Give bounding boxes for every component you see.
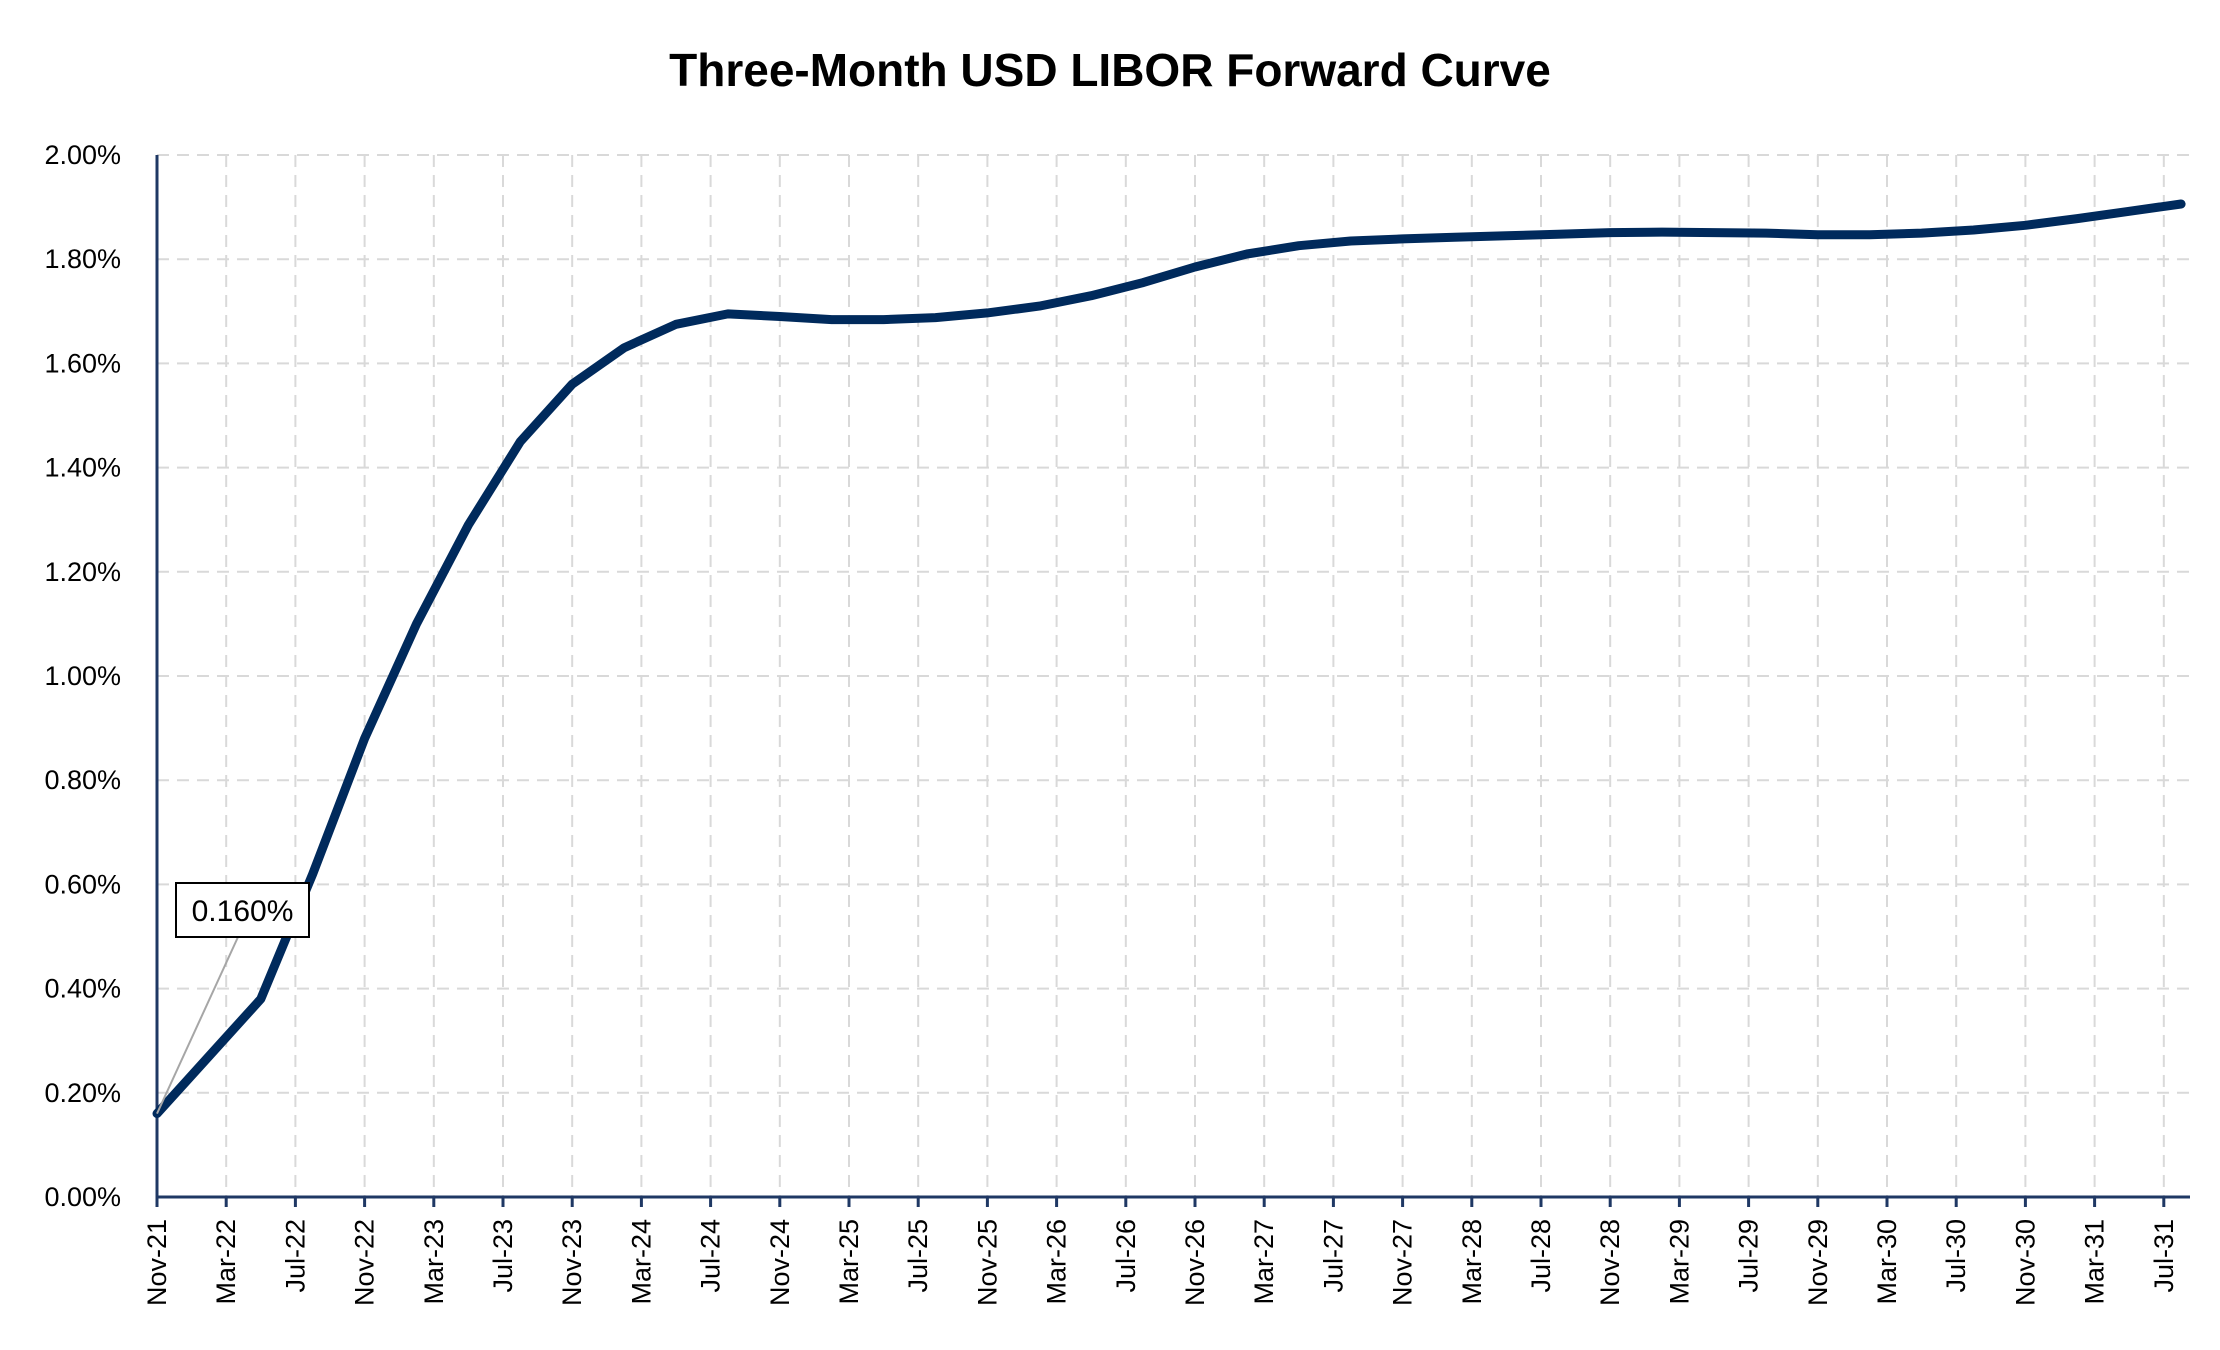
data-labels: 0.160%: [156, 882, 310, 1115]
y-axis-tick-labels: 0.00% 0.20% 0.40% 0.60% 0.80% 1.00% 1.20% 1.40%…: [44, 140, 121, 1212]
y-tick-label: 0.00%: [44, 1182, 121, 1212]
x-tick-label: Nov-28: [1595, 1219, 1625, 1306]
x-tick-label: Nov-30: [2010, 1219, 2040, 1306]
x-tick-label: Jul-27: [1318, 1219, 1348, 1293]
y-tick-label: 1.20%: [44, 557, 121, 587]
series: [152, 199, 2186, 1119]
x-tick-label: Mar-29: [1664, 1219, 1694, 1305]
axes: [155, 155, 2190, 1207]
x-tick-label: Jul-22: [280, 1219, 310, 1293]
data-label-leader-line: [156, 936, 239, 1115]
grid: [157, 154, 2190, 1197]
chart-title: Three-Month USD LIBOR Forward Curve: [669, 44, 1551, 96]
data-label: 0.160%: [192, 895, 294, 928]
x-tick-label: Jul-31: [2149, 1219, 2179, 1293]
y-tick-label: 0.40%: [44, 974, 121, 1004]
x-tick-label: Mar-31: [2080, 1219, 2110, 1305]
x-tick-label: Mar-28: [1457, 1219, 1487, 1305]
x-tick-label: Nov-26: [1180, 1219, 1210, 1306]
x-tick-label: Mar-23: [419, 1219, 449, 1305]
x-tick-label: Mar-24: [626, 1219, 656, 1305]
x-tick-label: Nov-29: [1803, 1219, 1833, 1306]
data-label-box: [175, 882, 310, 938]
x-tick-label: Jul-29: [1734, 1219, 1764, 1293]
y-tick-label: 0.80%: [44, 765, 121, 795]
x-tick-label: Nov-22: [350, 1219, 380, 1306]
x-tick-label: Jul-24: [696, 1219, 726, 1293]
y-tick-label: 1.80%: [44, 244, 121, 274]
x-axis-tick-labels: Nov-21 Mar-22 Jul-22 Nov-22 Mar-23 Jul-23 Nov-…: [142, 1219, 2179, 1306]
x-tick-label: Mar-30: [1872, 1219, 1902, 1305]
x-tick-label: Nov-21: [142, 1219, 172, 1306]
y-tick-label: 1.00%: [44, 661, 121, 691]
x-tick-label: Jul-28: [1526, 1219, 1556, 1293]
y-tick-label: 1.40%: [44, 453, 121, 483]
x-tick-label: Nov-24: [765, 1219, 795, 1306]
x-tick-label: Mar-22: [211, 1219, 241, 1305]
x-tick-label: Nov-23: [557, 1219, 587, 1306]
x-tick-label: Nov-27: [1388, 1219, 1418, 1306]
series-line: [152, 199, 2186, 1119]
x-tick-label: Jul-26: [1111, 1219, 1141, 1293]
y-tick-label: 0.20%: [44, 1078, 121, 1108]
y-tick-label: 0.60%: [44, 869, 121, 899]
y-tick-label: 2.00%: [44, 140, 121, 170]
x-tick-label: Nov-25: [972, 1219, 1002, 1306]
x-tick-label: Mar-26: [1042, 1219, 1072, 1305]
x-tick-label: Jul-25: [903, 1219, 933, 1293]
x-tick-label: Jul-23: [488, 1219, 518, 1293]
y-tick-label: 1.60%: [44, 348, 121, 378]
x-tick-label: Jul-30: [1941, 1219, 1971, 1293]
x-tick-label: Mar-25: [834, 1219, 864, 1305]
x-tick-label: Mar-27: [1249, 1219, 1279, 1305]
